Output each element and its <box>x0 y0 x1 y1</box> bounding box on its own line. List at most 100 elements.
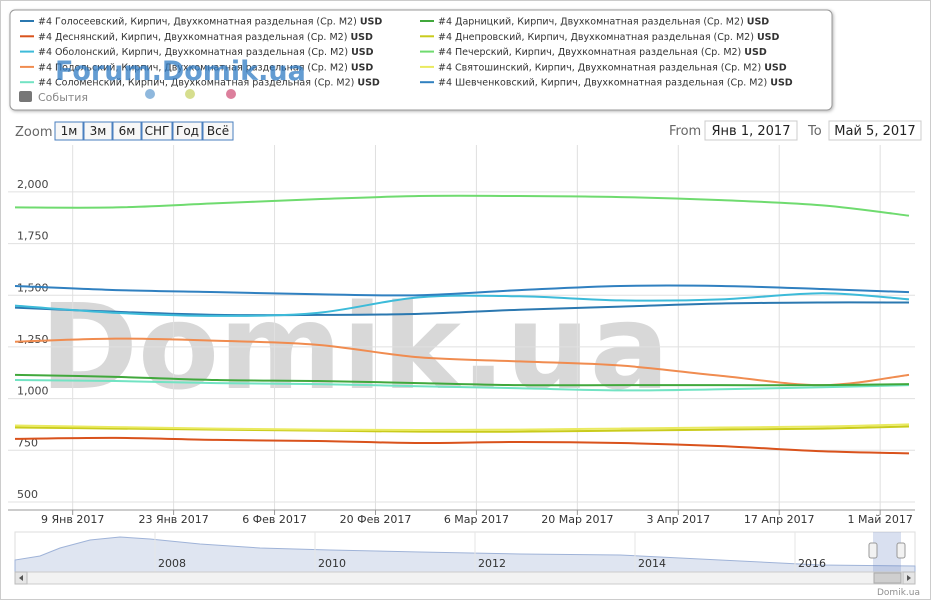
to-input[interactable] <box>828 120 922 141</box>
x-tick-label: 6 Мар 2017 <box>444 513 509 526</box>
legend-name[interactable]: #4 Святошинский, Кирпич, Двухкомнатная р… <box>438 62 761 73</box>
x-tick-label: 1 Май 2017 <box>847 513 912 526</box>
series-line <box>14 425 910 433</box>
zoom-button[interactable]: 6м <box>112 121 142 141</box>
legend-suffix[interactable]: USD <box>351 62 374 73</box>
series-line <box>14 337 910 387</box>
zoom-button-box[interactable] <box>83 121 113 141</box>
from-input[interactable] <box>704 120 798 141</box>
event-dot[interactable] <box>185 89 195 99</box>
navigator-series <box>14 536 916 573</box>
y-tick-label: 2,000 <box>17 178 49 191</box>
zoom-button[interactable]: СНГ <box>141 121 173 141</box>
from-value[interactable]: Янв 1, 2017 <box>712 124 791 139</box>
legend-suffix[interactable]: USD <box>351 47 374 58</box>
x-tick-label: 3 Апр 2017 <box>646 513 710 526</box>
zoom-button[interactable]: Год <box>172 121 203 141</box>
legend-suffix[interactable]: USD <box>764 62 787 73</box>
legend-suffix[interactable]: USD <box>357 78 380 89</box>
series-line <box>14 436 910 455</box>
watermark-forum: Forum.Domik.ua <box>55 56 306 87</box>
zoom-button-box[interactable] <box>172 121 203 141</box>
navigator-label: 2016 <box>798 557 826 570</box>
x-tick-label: 23 Янв 2017 <box>138 513 208 526</box>
legend-item[interactable]: #4 Святошинский, Кирпич, Двухкомнатная р… <box>438 62 787 73</box>
credit[interactable]: Domik.ua <box>877 588 920 598</box>
legend-name[interactable]: #4 Шевченковский, Кирпич, Двухкомнатная … <box>438 78 767 89</box>
legend-item[interactable]: #4 Голосеевский, Кирпич, Двухкомнатная р… <box>38 17 382 28</box>
legend-name[interactable]: #4 Дарницкий, Кирпич, Двухкомнатная разд… <box>438 17 744 28</box>
zoom-button-box[interactable] <box>141 121 173 141</box>
y-tick-label: 1,000 <box>17 385 49 398</box>
series-line <box>14 284 910 297</box>
zoom-label: Zoom <box>15 125 52 140</box>
series-line <box>14 194 910 217</box>
scroll-thumb[interactable] <box>873 572 902 584</box>
event-dot[interactable] <box>226 89 236 99</box>
x-tick-label: 9 Янв 2017 <box>41 513 104 526</box>
to-label: To <box>807 124 822 139</box>
navigator-label: 2008 <box>158 557 186 570</box>
legend-item[interactable]: #4 Деснянский, Кирпич, Двухкомнатная раз… <box>38 32 373 43</box>
to-value[interactable]: Май 5, 2017 <box>834 124 915 139</box>
legend-suffix[interactable]: USD <box>757 32 780 43</box>
legend-name[interactable]: #4 Днепровский, Кирпич, Двухкомнатная ра… <box>438 32 754 43</box>
legend-item[interactable]: #4 Подольский, Кирпич, Двухкомнатная раз… <box>38 62 373 73</box>
legend-name[interactable]: #4 Соломенский, Кирпич, Двухкомнатная ра… <box>38 78 354 89</box>
navigator-label: 2012 <box>478 557 506 570</box>
zoom-button-box[interactable] <box>112 121 142 141</box>
legend-name[interactable]: #4 Деснянский, Кирпич, Двухкомнатная раз… <box>38 32 347 43</box>
zoom-button[interactable]: Всё <box>202 121 234 141</box>
zoom-button-label[interactable]: 6м <box>119 124 136 138</box>
legend-suffix[interactable]: USD <box>744 47 767 58</box>
navigator-label: 2014 <box>638 557 666 570</box>
zoom-button-label[interactable]: 1м <box>61 124 78 138</box>
navigator-selection[interactable] <box>873 532 901 572</box>
legend-item[interactable]: #4 Соломенский, Кирпич, Двухкомнатная ра… <box>38 78 380 89</box>
legend-item[interactable]: #4 Дарницкий, Кирпич, Двухкомнатная разд… <box>438 17 769 28</box>
x-tick-label: 20 Фев 2017 <box>340 513 412 526</box>
legend-name[interactable]: #4 Печерский, Кирпич, Двухкомнатная разд… <box>438 47 741 58</box>
legend-name[interactable]: #4 Подольский, Кирпич, Двухкомнатная раз… <box>38 62 348 73</box>
zoom-button-label[interactable]: Год <box>176 124 199 138</box>
zoom-button-label[interactable]: Всё <box>207 124 229 138</box>
legend-item[interactable]: #4 Шевченковский, Кирпич, Двухкомнатная … <box>438 78 793 89</box>
legend-suffix[interactable]: USD <box>360 17 383 28</box>
zoom-button[interactable]: 3м <box>83 121 113 141</box>
x-tick-label: 17 Апр 2017 <box>744 513 815 526</box>
series-line <box>14 292 910 317</box>
x-tick-label: 20 Мар 2017 <box>541 513 613 526</box>
from-label: From <box>669 124 701 139</box>
series-line <box>14 378 910 392</box>
series-line <box>14 373 910 387</box>
legend-item[interactable]: #4 Печерский, Кирпич, Двухкомнатная разд… <box>438 47 767 58</box>
zoom-button[interactable]: 1м <box>54 121 84 141</box>
legend: #4 Голосеевский, Кирпич, Двухкомнатная р… <box>20 17 793 89</box>
zoom-button-box[interactable] <box>54 121 84 141</box>
legend-box <box>9 9 833 111</box>
events-label[interactable]: События <box>38 91 88 104</box>
events-icon[interactable] <box>19 91 32 102</box>
legend-name[interactable]: #4 Оболонский, Кирпич, Двухкомнатная раз… <box>38 47 348 58</box>
scrollbar[interactable] <box>14 571 916 585</box>
zoom-button-label[interactable]: СНГ <box>145 124 170 138</box>
legend-suffix[interactable]: USD <box>747 17 770 28</box>
navigator-label: 2010 <box>318 557 346 570</box>
event-dot[interactable] <box>145 89 155 99</box>
zoom-button-label[interactable]: 3м <box>90 124 107 138</box>
navigator-handle[interactable] <box>896 542 906 559</box>
legend-item[interactable]: #4 Оболонский, Кирпич, Двухкомнатная раз… <box>38 47 374 58</box>
legend-item[interactable]: #4 Днепровский, Кирпич, Двухкомнатная ра… <box>438 32 780 43</box>
legend-suffix[interactable]: USD <box>770 78 793 89</box>
series-line <box>14 301 910 317</box>
legend-name[interactable]: #4 Голосеевский, Кирпич, Двухкомнатная р… <box>38 17 357 28</box>
legend-suffix[interactable]: USD <box>350 32 373 43</box>
series-line <box>14 423 910 432</box>
zoom-button-box[interactable] <box>202 121 234 141</box>
navigator-handle[interactable] <box>868 542 878 559</box>
x-tick-label: 6 Фев 2017 <box>242 513 307 526</box>
y-tick-label: 1,500 <box>17 281 49 294</box>
y-tick-label: 1,250 <box>17 333 49 346</box>
y-tick-label: 1,750 <box>17 230 49 243</box>
